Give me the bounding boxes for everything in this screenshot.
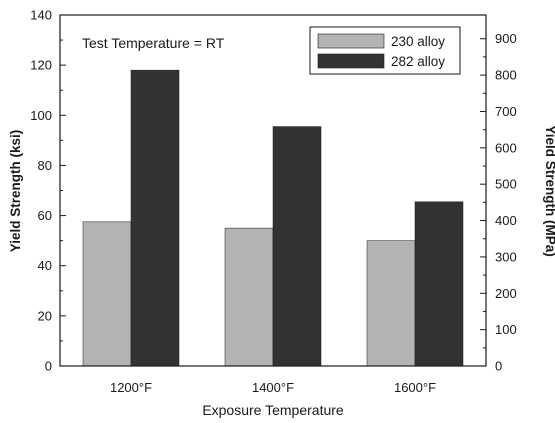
y-tick-label-right: 100: [495, 322, 517, 337]
x-tick-label: 1200°F: [110, 380, 152, 395]
y-tick-label-right: 0: [495, 359, 502, 374]
legend-swatch-230-alloy: [317, 33, 385, 49]
y-tick-label-left: 80: [38, 158, 52, 173]
y-tick-label-left: 100: [30, 108, 52, 123]
x-tick-label: 1400°F: [252, 380, 294, 395]
y-tick-label-right: 300: [495, 249, 517, 264]
bars-group: [82, 69, 464, 367]
y-tick-label-left: 120: [30, 58, 52, 73]
x-axis-title: Exposure Temperature: [202, 402, 344, 418]
y-tick-label-right: 200: [495, 286, 517, 301]
legend-label-282-alloy: 282 alloy: [391, 54, 445, 69]
labels-group: 1200°F 1400°F 1600°F 0 20 40 60 80 100 120 140 0 100…: [30, 8, 516, 396]
y-tick-label-right: 400: [495, 213, 517, 228]
legend-swatch-282-alloy: [317, 53, 385, 69]
y-tick-label-right: 500: [495, 177, 517, 192]
bar-282-alloy-3: [414, 201, 464, 367]
x-tick-label: 1600°F: [394, 380, 436, 395]
annotation-text: Test Temperature = RT: [82, 35, 225, 51]
y-tick-label-left: 40: [38, 258, 52, 273]
bar-282-alloy-1: [130, 69, 180, 367]
y-axis-title-right: Yield Strength (MPa): [543, 125, 555, 257]
y-tick-label-right: 900: [495, 31, 517, 46]
bar-282-alloy-2: [272, 126, 322, 367]
bar-230-alloy-1: [82, 221, 132, 367]
y-tick-label-left: 0: [45, 359, 52, 374]
y-tick-label-left: 140: [30, 8, 52, 23]
y-tick-label-left: 60: [38, 208, 52, 223]
bar-230-alloy-3: [366, 240, 416, 367]
y-tick-label-right: 700: [495, 104, 517, 119]
y-axis-title-left: Yield Strength (ksi): [8, 130, 23, 253]
y-tick-label-left: 20: [38, 308, 52, 323]
bar-230-alloy-2: [224, 227, 274, 367]
y-tick-label-right: 800: [495, 68, 517, 83]
legend-label-230-alloy: 230 alloy: [391, 34, 445, 49]
legend: 230 alloy 282 alloy: [309, 26, 461, 75]
axes-group: [59, 14, 487, 367]
y-tick-label-right: 600: [495, 140, 517, 155]
